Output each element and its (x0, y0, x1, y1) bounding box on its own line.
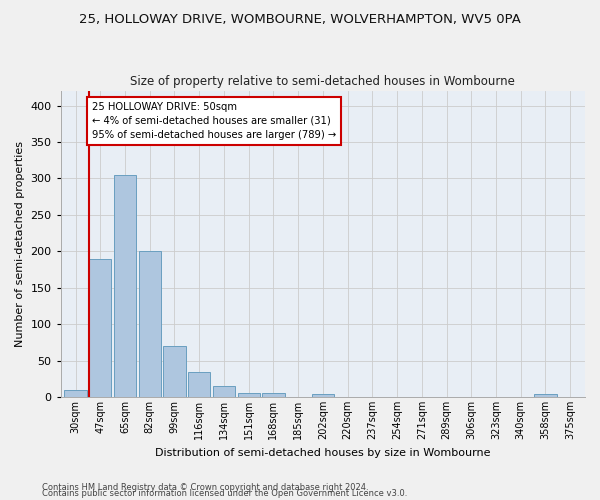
Bar (535, 394, 557, 397)
Bar (139, 252, 161, 397)
Text: 25 HOLLOWAY DRIVE: 50sqm
← 4% of semi-detached houses are smaller (31)
95% of se: 25 HOLLOWAY DRIVE: 50sqm ← 4% of semi-de… (92, 102, 337, 140)
X-axis label: Distribution of semi-detached houses by size in Wombourne: Distribution of semi-detached houses by … (155, 448, 491, 458)
Bar (114, 175, 136, 397)
Text: Contains public sector information licensed under the Open Government Licence v3: Contains public sector information licen… (42, 490, 407, 498)
Bar (188, 372, 211, 397)
Bar (312, 394, 334, 397)
Bar (163, 346, 185, 397)
Bar (64, 390, 86, 397)
Bar (213, 386, 235, 397)
Y-axis label: Number of semi-detached properties: Number of semi-detached properties (15, 141, 25, 347)
Bar (89, 258, 112, 397)
Text: 25, HOLLOWAY DRIVE, WOMBOURNE, WOLVERHAMPTON, WV5 0PA: 25, HOLLOWAY DRIVE, WOMBOURNE, WOLVERHAM… (79, 12, 521, 26)
Text: Contains HM Land Registry data © Crown copyright and database right 2024.: Contains HM Land Registry data © Crown c… (42, 484, 368, 492)
Title: Size of property relative to semi-detached houses in Wombourne: Size of property relative to semi-detach… (130, 76, 515, 88)
Bar (238, 394, 260, 397)
Bar (262, 394, 284, 397)
